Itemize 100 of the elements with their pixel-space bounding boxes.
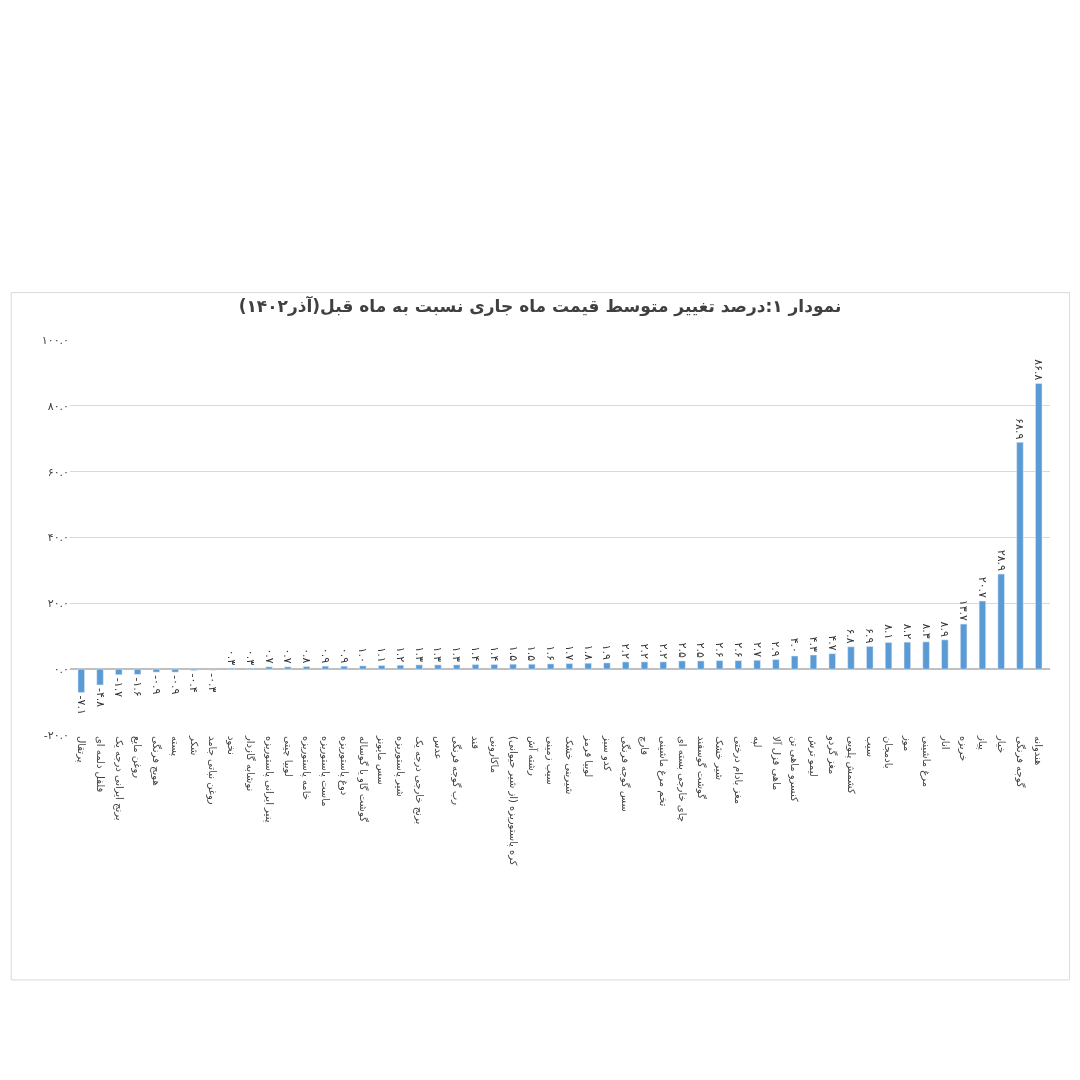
data-label: ۰.۹ [337, 647, 351, 664]
x-tick-label: پسته [168, 736, 181, 757]
bar [359, 665, 367, 670]
data-label: ۸.۲ [900, 623, 914, 640]
x-tick-label: پنیر ایرانی پاستوریزه [262, 736, 275, 823]
data-label: ۰.۳ [243, 649, 257, 666]
x-tick-label: شکر [188, 735, 200, 756]
bar [415, 664, 423, 670]
bar [922, 641, 930, 670]
x-tick-label: مغز گردو [825, 735, 838, 775]
x-tick-label: لپه [750, 736, 763, 748]
bar [453, 664, 461, 670]
bar [115, 668, 123, 676]
bar [396, 664, 404, 670]
data-label: -۱.۶ [131, 677, 145, 697]
bar [828, 653, 836, 670]
x-tick-label: کدو سبز [600, 735, 613, 772]
x-tick-label: مرغ ماشینی [919, 736, 932, 788]
bar [697, 660, 705, 670]
x-tick-label: قارچ [638, 736, 651, 756]
bar [847, 646, 855, 670]
x-tick-label: چای خارجی بسته ای [676, 736, 688, 822]
x-tick-label: لیمو ترش [808, 736, 820, 777]
bar [678, 660, 686, 670]
y-tick-label: ۶۰.۰ [47, 465, 69, 479]
data-label: ۱.۳ [412, 646, 426, 662]
x-tick-label: هندوانه [1032, 736, 1045, 766]
x-tick-label: خامه پاستوریزه [300, 736, 313, 800]
y-tick-label: ۸۰.۰ [47, 399, 69, 413]
x-tick-label: ماکارونی [488, 736, 501, 773]
data-label: ۱.۸ [581, 644, 595, 661]
x-tick-label: رشته آش [526, 736, 539, 776]
x-tick-label: کشمش پلویی [844, 736, 857, 795]
x-tick-label: شیر پاستوریزه [394, 736, 407, 797]
data-label: ۲.۶ [713, 642, 727, 658]
bar [809, 654, 817, 670]
data-label: ۱.۵ [506, 645, 520, 662]
x-tick-label: نوشابه گازدار [244, 735, 256, 792]
data-label: -۱.۷ [112, 677, 126, 698]
data-label: ۱.۴ [469, 646, 483, 662]
data-label: ۲۸.۹ [994, 549, 1008, 572]
bar [734, 660, 742, 670]
bar [490, 664, 498, 670]
bar [584, 662, 592, 670]
x-tick-label: خیار [995, 735, 1007, 754]
bar [471, 664, 480, 670]
bar [978, 600, 986, 670]
x-tick-label: پرتقال [75, 736, 88, 763]
x-tick-label: لوبیا چیتی [282, 736, 294, 777]
data-label: ۲.۷ [750, 641, 764, 658]
data-label: ۰.۷ [262, 648, 276, 664]
bar [772, 659, 780, 670]
y-tick-label: ۰.۰ [53, 663, 69, 677]
data-label: ۱.۴ [487, 646, 501, 662]
x-tick-label: برنج خارجی درجه یک [412, 736, 425, 825]
data-label: ۴.۰ [788, 637, 802, 653]
bar [659, 661, 667, 670]
x-tick-label: روغن مایع [131, 736, 144, 779]
bar [134, 668, 142, 675]
bar [1016, 442, 1024, 670]
bar [171, 668, 179, 673]
x-tick-label: سیب [864, 736, 876, 758]
data-label: ۲.۵ [675, 642, 689, 658]
x-tick-label: پیاز [976, 735, 989, 750]
x-tick-label: خربزه [958, 736, 970, 762]
data-label: ۰.۳ [224, 649, 238, 666]
x-tick-label: کره پاستوریزه (از شیر حیوانی) [506, 736, 519, 866]
x-tick-label: روغن نباتی جامد [206, 736, 219, 805]
bar [866, 646, 874, 670]
bar [960, 623, 968, 670]
data-label: ۱.۱ [375, 647, 389, 663]
bar [378, 665, 386, 670]
y-tick-label: ۲۰.۰ [47, 597, 69, 611]
x-tick-label: گوجه فرنگی [1014, 736, 1026, 788]
data-label: ۱.۵ [525, 645, 539, 662]
bar [716, 660, 724, 670]
y-tick-label: -۲۰.۰ [43, 728, 69, 742]
chart-title: نمودار ۱:درصد تغییر متوسط قیمت ماه جاری نسبت به ماه قبل(آذر۱۴۰۲) [238, 294, 842, 317]
bar [791, 655, 799, 670]
x-tick-label: ماهی قزل آلا [770, 736, 783, 791]
x-tick-label: دوغ پاستوریزه [337, 736, 350, 796]
data-label: ۱.۰ [356, 647, 370, 663]
data-label: ۲.۶ [731, 642, 745, 658]
bar [885, 642, 893, 670]
data-label: ۱.۳ [431, 646, 445, 662]
x-tick-label: گوشت گاو یا گوساله [356, 736, 369, 823]
bar [152, 668, 160, 673]
bar [96, 668, 104, 686]
x-tick-label: ماست پاستوریزه [319, 736, 332, 807]
bar [509, 663, 517, 670]
data-label: ۱.۶ [544, 645, 558, 661]
data-label: ۸.۹ [938, 621, 952, 637]
x-tick-label: رب گوجه فرنگی [451, 736, 463, 806]
data-label: ۴.۷ [825, 635, 839, 651]
bar [997, 573, 1005, 670]
bar [265, 666, 273, 670]
data-label: ۱.۹ [600, 644, 614, 660]
x-tick-label: سس مایونز [376, 735, 388, 785]
x-tick-label: کنسرو ماهی تن [788, 736, 801, 803]
data-label: ۸۶.۸ [1032, 359, 1046, 381]
